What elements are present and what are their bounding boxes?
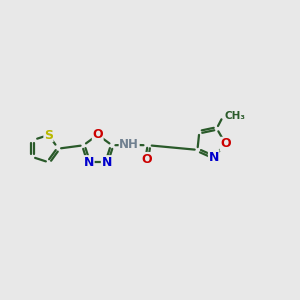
Text: O: O (142, 153, 152, 166)
Text: O: O (220, 137, 231, 150)
Text: N: N (101, 156, 112, 169)
Text: CH₃: CH₃ (225, 111, 246, 122)
Text: N: N (208, 151, 219, 164)
Text: O: O (92, 128, 103, 141)
Text: S: S (44, 128, 53, 142)
Text: NH: NH (119, 138, 139, 151)
Text: N: N (84, 156, 94, 169)
